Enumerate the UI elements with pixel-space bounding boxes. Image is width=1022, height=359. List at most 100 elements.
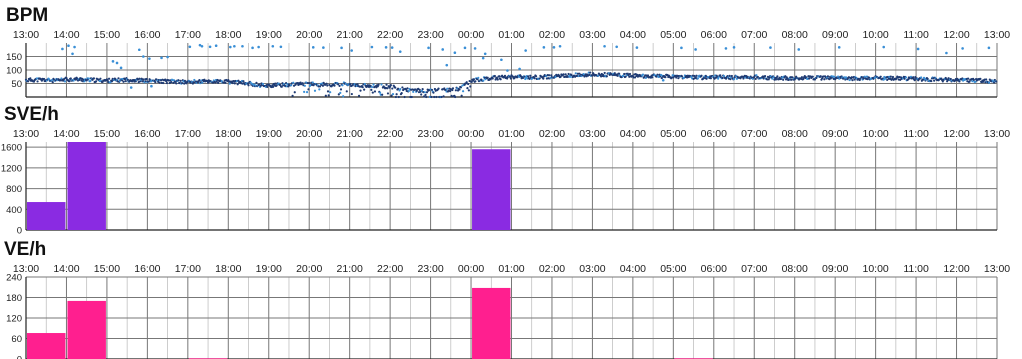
bpm-point	[233, 82, 236, 85]
bpm-point	[242, 80, 245, 83]
bpm-point	[193, 78, 196, 82]
bpm-outlier-point	[615, 45, 618, 49]
bpm-point	[968, 80, 971, 83]
bpm-time-label: 07:00	[741, 29, 767, 41]
bpm-point	[27, 80, 30, 83]
bpm-outlier-point	[882, 45, 886, 49]
bpm-time-label: 08:00	[782, 29, 808, 41]
bpm-outlier-point	[837, 46, 841, 49]
bpm-point	[568, 75, 572, 78]
sve-time-label: 07:00	[741, 128, 767, 140]
bpm-time-label: 05:00	[660, 29, 686, 41]
bpm-point	[958, 80, 961, 83]
bpm-outlier-point	[61, 47, 64, 51]
bpm-point	[800, 76, 804, 79]
bpm-point	[228, 82, 231, 85]
bpm-point	[69, 77, 72, 80]
bpm-point	[442, 95, 445, 98]
bpm-point	[863, 75, 866, 78]
sve-time-label: 02:00	[539, 128, 565, 140]
bpm-time-label: 03:00	[579, 29, 605, 41]
bpm-point	[158, 81, 161, 84]
sve-title: SVE/h	[4, 104, 59, 125]
bpm-point	[467, 89, 470, 92]
sve-bar	[472, 149, 511, 230]
bpm-outlier-point	[398, 50, 402, 53]
bpm-point	[508, 75, 512, 78]
bpm-point	[154, 81, 157, 84]
bpm-point	[567, 72, 570, 76]
bpm-point	[430, 95, 433, 99]
ve-time-label: 21:00	[337, 263, 363, 275]
bpm-outlier-point	[129, 86, 133, 89]
bpm-point	[524, 77, 527, 81]
bpm-point	[89, 79, 92, 83]
bpm-point	[99, 77, 102, 80]
bpm-point	[423, 91, 426, 94]
bpm-point	[616, 74, 619, 77]
bpm-point	[904, 76, 908, 79]
bpm-point	[345, 90, 348, 93]
bpm-point	[339, 88, 343, 91]
bpm-point	[350, 92, 353, 96]
bpm-point	[432, 91, 435, 94]
bpm-outlier-point	[390, 46, 394, 49]
bpm-time-label: 13:00	[984, 29, 1010, 41]
bpm-point	[356, 83, 359, 86]
bpm-point	[437, 87, 440, 90]
bpm-outlier-point	[732, 46, 736, 49]
sve-time-label: 17:00	[175, 128, 201, 140]
bpm-point	[496, 78, 499, 81]
bpm-y-tick-label: 150	[6, 52, 22, 63]
bpm-point	[180, 81, 184, 85]
ve-time-label: 04:00	[620, 263, 646, 275]
bpm-outlier-point	[370, 45, 374, 49]
bpm-point	[774, 78, 778, 81]
bpm-point	[236, 83, 239, 86]
bpm-time-label: 12:00	[943, 29, 969, 41]
bpm-point	[94, 80, 98, 83]
bpm-outlier-point	[148, 57, 151, 60]
bpm-outlier-point	[142, 55, 145, 58]
bpm-time-label: 15:00	[94, 29, 120, 41]
bpm-point	[848, 78, 851, 82]
bpm-point	[947, 77, 950, 80]
bpm-point	[247, 84, 250, 87]
bpm-time-label: 17:00	[175, 29, 201, 41]
bpm-time-label: 23:00	[417, 29, 443, 41]
bpm-point	[224, 81, 227, 84]
bpm-point	[179, 79, 182, 82]
bpm-point	[933, 79, 936, 82]
bpm-point	[472, 78, 476, 81]
bpm-point	[787, 78, 791, 81]
bpm-point	[341, 84, 344, 87]
bpm-outlier-point	[115, 61, 119, 65]
sve-time-label: 20:00	[296, 128, 322, 140]
bpm-point	[107, 77, 111, 80]
sve-y-tick-label: 400	[6, 205, 22, 216]
bpm-point	[889, 75, 892, 78]
bpm-point	[722, 74, 726, 78]
bpm-point	[185, 82, 188, 85]
bpm-point	[29, 77, 32, 80]
bpm-point	[418, 88, 421, 91]
bpm-point	[363, 88, 366, 91]
bpm-point	[291, 94, 294, 97]
bpm-point	[776, 75, 779, 78]
bpm-outlier-point	[797, 48, 801, 51]
bpm-point	[696, 77, 699, 80]
bpm-point	[390, 94, 393, 97]
bpm-point	[215, 80, 218, 83]
bpm-outlier-point	[111, 60, 115, 63]
bpm-point	[582, 73, 585, 76]
bpm-time-label: 14:00	[53, 29, 79, 41]
sve-time-label: 18:00	[215, 128, 241, 140]
sve-time-label: 22:00	[377, 128, 403, 140]
bpm-outlier-point	[384, 46, 388, 49]
bpm-point	[177, 79, 180, 82]
bpm-point	[274, 82, 277, 85]
bpm-outlier-point	[769, 46, 772, 49]
bpm-outlier-point	[694, 48, 697, 51]
bpm-point	[562, 73, 565, 76]
bpm-point	[860, 75, 863, 79]
